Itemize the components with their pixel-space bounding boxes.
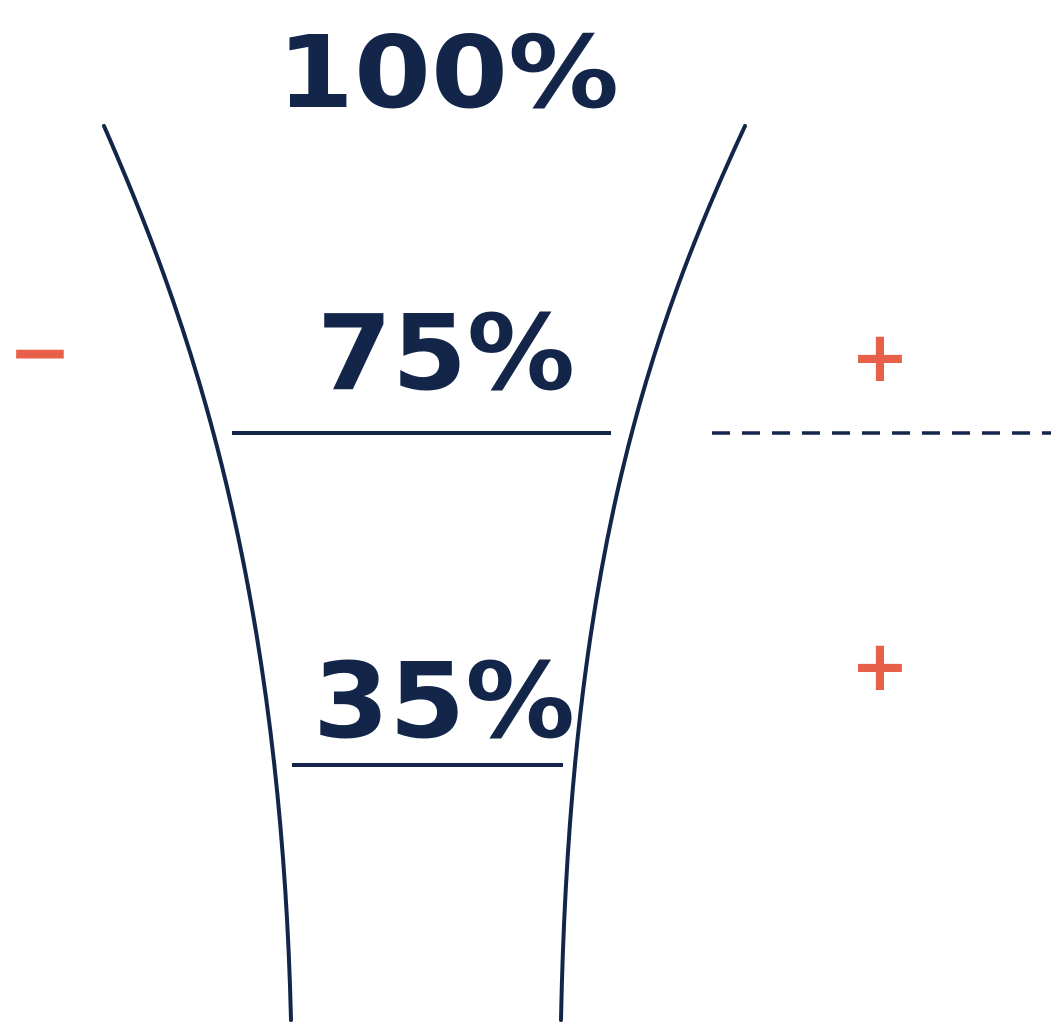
funnel-right-edge <box>559 124 747 1022</box>
plus-sign-upper: + <box>851 316 910 398</box>
minus-sign: − <box>8 307 72 396</box>
funnel-left-edge <box>102 124 293 1022</box>
level-label-100: 100% <box>277 14 619 131</box>
level-label-75: 75% <box>317 292 575 414</box>
level-label-35: 35% <box>313 640 575 762</box>
plus-sign-lower: + <box>851 625 910 707</box>
